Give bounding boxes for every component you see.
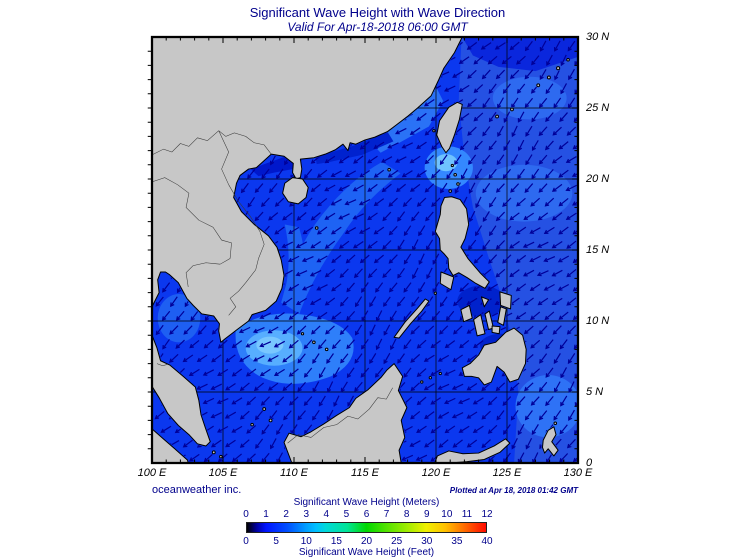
plotted-timestamp: Plotted at Apr 18, 2018 01:42 GMT — [449, 486, 578, 495]
meters-tick: 4 — [323, 509, 330, 520]
ocean-pacific-light-3 — [515, 374, 578, 438]
feet-tick: 30 — [421, 536, 433, 547]
page-subtitle: Valid For Apr-18-2018 06:00 GMT — [287, 20, 468, 34]
ocean-pacific-light-2 — [475, 164, 573, 222]
meters-tick: 8 — [403, 509, 410, 520]
meters-tick: 6 — [363, 509, 370, 520]
lon-label: 125 E — [492, 467, 522, 479]
feet-tick: 40 — [481, 536, 493, 547]
ocean-china-coast-dark — [315, 132, 394, 165]
credit-text: oceanweather inc. — [152, 484, 242, 496]
legend-meters-scale: 0 1 2 3 4 5 6 7 8 9 10 11 12 — [0, 509, 755, 520]
border-vietnam-laos-cambodia — [218, 130, 265, 316]
feet-tick: 20 — [360, 536, 373, 547]
ocean-se-vietnam-core2 — [256, 336, 284, 354]
lon-label: 100 E — [137, 467, 167, 479]
border-china-vietnam — [151, 130, 272, 156]
meters-tick: 11 — [461, 509, 473, 520]
border-thailand-malaysia — [156, 363, 168, 366]
feet-tick: 10 — [300, 536, 312, 547]
longitude-axis: 100 E 105 E 110 E 115 E 120 E 125 E 130 E — [0, 467, 755, 481]
lat-label: 30 N — [586, 31, 610, 43]
feet-tick: 25 — [391, 536, 403, 547]
legend-meters-title: Significant Wave Height (Meters) — [293, 497, 440, 508]
country-borders — [151, 130, 393, 444]
meters-tick: 0 — [243, 509, 249, 520]
lat-label: 5 N — [586, 386, 604, 398]
map-frame — [150, 35, 580, 465]
lon-label: 130 E — [563, 467, 593, 479]
border-thailand-cambodia — [185, 262, 221, 287]
map-area — [150, 35, 580, 465]
feet-tick: 15 — [330, 536, 342, 547]
lat-label: 10 N — [586, 315, 610, 327]
ocean-tonkin-dark — [250, 156, 301, 177]
border-malaysia-indonesia-borneo — [287, 387, 393, 444]
degree-tick-marks — [147, 37, 578, 463]
page-title: Significant Wave Height with Wave Direct… — [249, 5, 506, 20]
meters-tick: 12 — [481, 509, 493, 520]
lon-label: 105 E — [208, 467, 238, 479]
meters-tick: 1 — [263, 509, 269, 520]
legend-feet-scale: 0 5 10 15 20 25 30 35 40 — [0, 536, 755, 547]
meters-tick: 5 — [343, 509, 350, 520]
lon-label: 120 E — [421, 467, 451, 479]
lat-label: 20 N — [586, 173, 610, 185]
legend-feet-title: Significant Wave Height (Feet) — [298, 547, 435, 558]
meters-tick: 2 — [283, 509, 289, 520]
wave-map-svg — [150, 35, 580, 465]
meters-tick: 7 — [383, 509, 390, 520]
lon-label: 110 E — [280, 467, 308, 479]
meters-tick: 9 — [423, 509, 430, 520]
latitude-axis: 30 N 25 N 20 N 15 N 10 N 5 N 0 — [586, 0, 646, 560]
feet-tick: 35 — [451, 536, 463, 547]
legend-colorbar — [246, 522, 487, 533]
meters-tick: 10 — [441, 509, 453, 520]
lat-label: 15 N — [586, 244, 610, 256]
lat-label: 25 N — [586, 102, 610, 114]
feet-tick: 0 — [243, 536, 249, 547]
lat-label: 0 — [586, 457, 593, 469]
meters-tick: 3 — [303, 509, 310, 520]
feet-tick: 5 — [273, 536, 279, 547]
border-laos-thailand — [151, 177, 232, 265]
lon-label: 115 E — [351, 467, 379, 479]
